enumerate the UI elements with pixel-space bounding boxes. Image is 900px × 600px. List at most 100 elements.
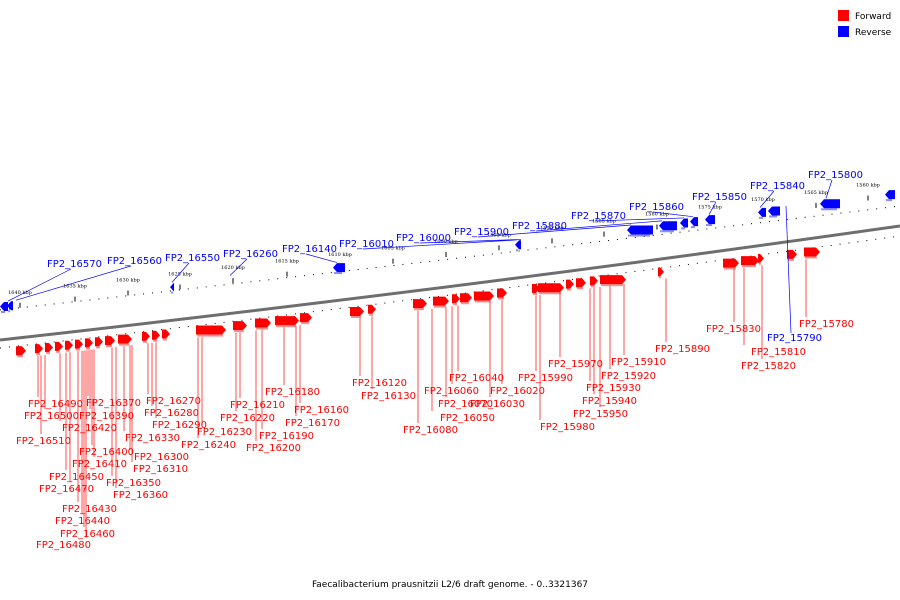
forward-gene-label[interactable]: FP2_16160: [294, 405, 349, 416]
forward-gene-arrow[interactable]: [95, 337, 103, 347]
reverse-gene-label[interactable]: FP2_15800: [808, 170, 863, 181]
forward-gene-arrow[interactable]: [16, 346, 26, 356]
forward-gene-label[interactable]: FP2_15980: [540, 422, 595, 433]
forward-gene-label[interactable]: FP2_15810: [751, 347, 806, 358]
forward-gene-label[interactable]: FP2_16230: [197, 427, 252, 438]
forward-gene-arrow[interactable]: [741, 256, 759, 266]
forward-gene-label[interactable]: FP2_15990: [518, 373, 573, 384]
forward-gene-label[interactable]: FP2_15780: [799, 319, 854, 330]
forward-gene-label[interactable]: FP2_16270: [146, 396, 201, 407]
forward-gene-label[interactable]: FP2_16410: [72, 459, 127, 470]
forward-gene-label[interactable]: FP2_16500: [24, 411, 79, 422]
forward-gene-label[interactable]: FP2_15940: [582, 396, 637, 407]
reverse-gene-label[interactable]: FP2_16260: [223, 249, 278, 260]
forward-gene-label[interactable]: FP2_16210: [230, 400, 285, 411]
forward-gene-arrow[interactable]: [566, 279, 574, 289]
forward-gene-label[interactable]: FP2_16460: [60, 529, 115, 540]
reverse-gene-arrow[interactable]: [690, 217, 698, 227]
forward-gene-arrow[interactable]: [497, 288, 507, 298]
forward-gene-label[interactable]: FP2_16490: [28, 399, 83, 410]
forward-gene-label[interactable]: FP2_16470: [39, 484, 94, 495]
forward-gene-arrow[interactable]: [196, 325, 226, 335]
forward-gene-arrow[interactable]: [255, 318, 271, 328]
reverse-gene-arrow[interactable]: [820, 199, 840, 209]
forward-gene-label[interactable]: FP2_15930: [586, 383, 641, 394]
forward-gene-arrow[interactable]: [538, 283, 564, 293]
forward-gene-arrow[interactable]: [152, 330, 160, 340]
reverse-gene-arrow[interactable]: [333, 263, 345, 273]
reverse-gene-label[interactable]: FP2_15790: [767, 333, 822, 344]
forward-gene-arrow[interactable]: [758, 253, 764, 263]
forward-gene-label[interactable]: FP2_16020: [490, 386, 545, 397]
forward-gene-label[interactable]: FP2_16040: [449, 373, 504, 384]
reverse-gene-arrow[interactable]: [515, 240, 521, 250]
forward-gene-label[interactable]: FP2_16390: [79, 411, 134, 422]
reverse-gene-arrow[interactable]: [659, 221, 677, 231]
reverse-gene-label[interactable]: FP2_16570: [47, 259, 102, 270]
reverse-gene-label[interactable]: FP2_16010: [339, 239, 394, 250]
forward-gene-label[interactable]: FP2_16330: [125, 433, 180, 444]
forward-gene-arrow[interactable]: [142, 331, 150, 341]
forward-gene-label[interactable]: FP2_16350: [106, 478, 161, 489]
forward-gene-arrow[interactable]: [804, 247, 820, 257]
reverse-gene-arrow[interactable]: [768, 206, 780, 216]
reverse-gene-arrow[interactable]: [627, 225, 653, 235]
forward-gene-arrow[interactable]: [233, 321, 247, 331]
forward-gene-arrow[interactable]: [460, 293, 472, 303]
reverse-gene-arrow[interactable]: [885, 190, 895, 200]
forward-gene-arrow[interactable]: [413, 299, 427, 309]
forward-gene-label[interactable]: FP2_15910: [611, 357, 666, 368]
forward-gene-arrow[interactable]: [600, 275, 626, 285]
forward-gene-label[interactable]: FP2_16310: [133, 464, 188, 475]
forward-gene-label[interactable]: FP2_16450: [49, 472, 104, 483]
forward-gene-arrow[interactable]: [474, 291, 494, 301]
reverse-gene-label[interactable]: FP2_15850: [692, 192, 747, 203]
forward-gene-label[interactable]: FP2_16370: [86, 398, 141, 409]
forward-gene-label[interactable]: FP2_16400: [79, 447, 134, 458]
reverse-gene-label[interactable]: FP2_15900: [454, 227, 509, 238]
forward-gene-label[interactable]: FP2_16420: [62, 423, 117, 434]
forward-gene-label[interactable]: FP2_16130: [361, 391, 416, 402]
forward-gene-label[interactable]: FP2_16240: [181, 440, 236, 451]
forward-gene-label[interactable]: FP2_16060: [424, 386, 479, 397]
forward-gene-label[interactable]: FP2_15890: [655, 344, 710, 355]
reverse-gene-arrow[interactable]: [0, 302, 8, 311]
forward-gene-label[interactable]: FP2_16170: [285, 418, 340, 429]
forward-gene-arrow[interactable]: [35, 344, 43, 354]
forward-gene-label[interactable]: FP2_16180: [265, 387, 320, 398]
forward-gene-label[interactable]: FP2_16200: [246, 443, 301, 454]
forward-gene-label[interactable]: FP2_16030: [470, 399, 525, 410]
forward-gene-arrow[interactable]: [162, 329, 170, 339]
forward-gene-label[interactable]: FP2_16080: [403, 425, 458, 436]
forward-gene-arrow[interactable]: [275, 316, 299, 326]
forward-gene-label[interactable]: FP2_16360: [113, 490, 168, 501]
forward-gene-arrow[interactable]: [576, 278, 586, 288]
forward-gene-label[interactable]: FP2_15920: [601, 371, 656, 382]
forward-gene-label[interactable]: FP2_16510: [16, 436, 71, 447]
forward-gene-arrow[interactable]: [65, 340, 73, 350]
forward-gene-label[interactable]: FP2_15950: [573, 409, 628, 420]
forward-gene-arrow[interactable]: [85, 338, 93, 348]
forward-gene-label[interactable]: FP2_16290: [152, 420, 207, 431]
forward-gene-label[interactable]: FP2_16070: [438, 399, 493, 410]
forward-gene-label[interactable]: FP2_16480: [36, 540, 91, 551]
forward-gene-arrow[interactable]: [658, 267, 664, 277]
forward-gene-arrow[interactable]: [45, 342, 53, 352]
forward-gene-label[interactable]: FP2_16120: [352, 378, 407, 389]
forward-gene-arrow[interactable]: [590, 276, 598, 286]
forward-gene-label[interactable]: FP2_15820: [741, 361, 796, 372]
reverse-gene-arrow[interactable]: [758, 207, 766, 217]
forward-gene-arrow[interactable]: [105, 336, 115, 346]
forward-gene-arrow[interactable]: [452, 294, 460, 304]
forward-gene-label[interactable]: FP2_16430: [62, 504, 117, 515]
forward-gene-arrow[interactable]: [118, 334, 132, 344]
reverse-gene-label[interactable]: FP2_16000: [396, 233, 451, 244]
forward-gene-arrow[interactable]: [350, 306, 364, 316]
reverse-gene-label[interactable]: FP2_15860: [629, 202, 684, 213]
forward-gene-label[interactable]: FP2_16280: [144, 408, 199, 419]
reverse-gene-label[interactable]: FP2_15870: [571, 211, 626, 222]
forward-gene-arrow[interactable]: [433, 296, 449, 306]
forward-gene-label[interactable]: FP2_16300: [134, 452, 189, 463]
forward-gene-label[interactable]: FP2_15970: [548, 359, 603, 370]
reverse-gene-arrow[interactable]: [170, 282, 174, 292]
